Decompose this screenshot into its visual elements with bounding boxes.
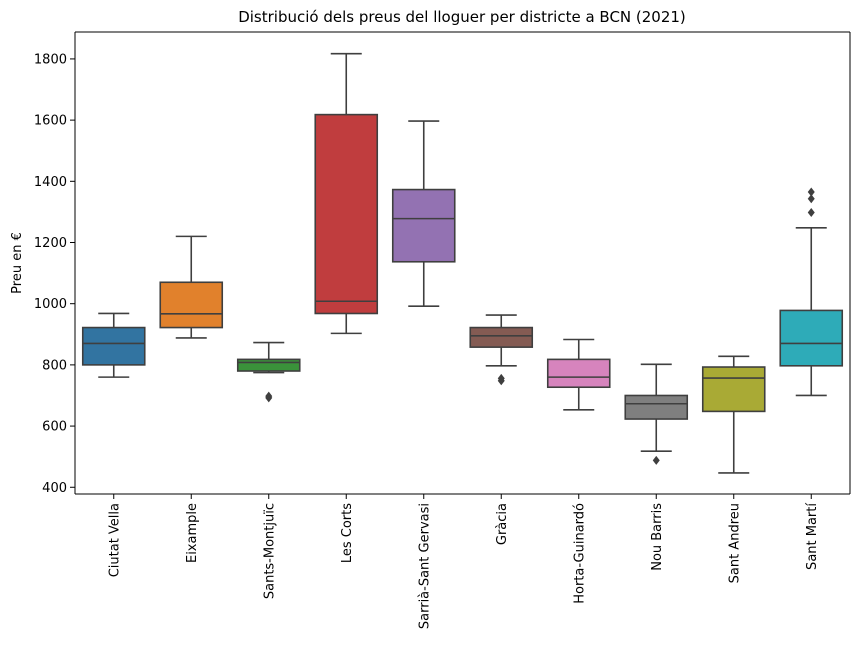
- box-les-corts: [314, 113, 379, 315]
- y-tick-label-1400: 1400: [34, 175, 67, 190]
- y-tick-label-800: 800: [42, 358, 67, 373]
- box-eixample: [159, 281, 224, 329]
- y-tick-label-600: 600: [42, 420, 67, 435]
- x-tick-label-horta-guinardo: Horta-Guinardó: [572, 503, 587, 604]
- y-tick-label-1000: 1000: [34, 297, 67, 312]
- y-tick-label-400: 400: [42, 481, 67, 496]
- box-sarria-sant-gervasi: [391, 188, 456, 263]
- outlier-sants-montjuic-1: [265, 391, 273, 401]
- x-tick-label-ciutat-vella: Ciutat Vella: [107, 503, 122, 577]
- outlier-sant-marti-0: [807, 208, 815, 218]
- y-tick-label-1600: 1600: [34, 114, 67, 129]
- box-gracia: [469, 326, 534, 348]
- outlier-gracia-1: [497, 373, 505, 383]
- y-axis-label: Preu en €: [10, 232, 25, 294]
- x-tick-label-eixample: Eixample: [185, 503, 200, 563]
- x-tick-label-nou-barris: Nou Barris: [650, 503, 665, 571]
- box-sant-marti: [779, 309, 844, 367]
- x-tick-label-sants-montjuic: Sants-Montjuïc: [262, 503, 277, 599]
- outlier-sant-marti-2: [807, 187, 815, 197]
- box-ciutat-vella: [81, 326, 146, 366]
- box-sant-andreu: [701, 366, 766, 413]
- y-tick-label-1800: 1800: [34, 52, 67, 67]
- box-nou-barris: [624, 394, 689, 420]
- box-horta-guinardo: [546, 358, 611, 389]
- x-tick-label-sarria-sant-gervasi: Sarrià-Sant Gervasi: [417, 503, 432, 629]
- y-tick-label-1200: 1200: [34, 236, 67, 251]
- x-tick-label-les-corts: Les Corts: [340, 503, 355, 563]
- x-tick-label-sant-marti: Sant Martí: [805, 503, 820, 570]
- x-tick-label-gracia: Gràcia: [495, 503, 510, 545]
- outlier-sant-marti-1: [807, 194, 815, 204]
- chart-title: Distribució dels preus del lloguer per d…: [238, 8, 686, 26]
- box-sants-montjuic: [236, 358, 301, 372]
- plot-area: 400 600 800 1000 1200 1400 1600 1800 Ciutat Vell…: [34, 31, 851, 629]
- x-tick-label-sant-andreu: Sant Andreu: [727, 503, 742, 583]
- outlier-nou-barris-0: [652, 455, 660, 465]
